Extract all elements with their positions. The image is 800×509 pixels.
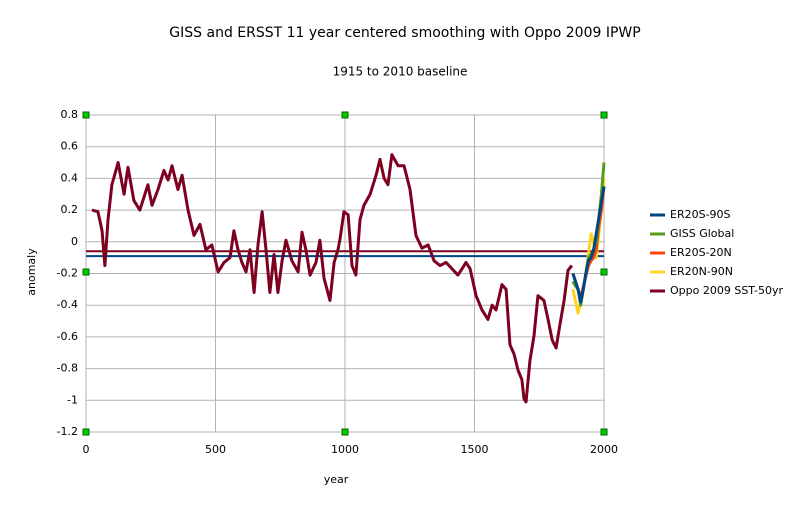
legend-label: ER20N-90N	[670, 265, 733, 278]
x-tick-label: 500	[205, 443, 226, 456]
y-axis-label: anomaly	[25, 248, 38, 296]
x-tick-label: 1000	[331, 443, 359, 456]
selection-handles	[82, 111, 608, 436]
y-tick-label: -0.4	[57, 298, 78, 311]
series-line	[571, 186, 606, 304]
y-tick-label: 0	[71, 235, 78, 248]
y-tick-label: 0.4	[61, 171, 79, 184]
y-tick-label: 0.6	[61, 140, 79, 153]
y-tick-label: 0.2	[61, 203, 79, 216]
x-tick-label: 1500	[461, 443, 489, 456]
legend-label: Oppo 2009 SST-50yr	[670, 284, 783, 297]
y-tick-label: -0.2	[57, 267, 78, 280]
y-tick-label: -1.2	[57, 425, 78, 438]
y-tick-label: -0.8	[57, 362, 78, 375]
chart-title: GISS and ERSST 11 year centered smoothin…	[169, 25, 640, 41]
y-tick-label: -0.6	[57, 330, 78, 343]
legend-label: GISS Global	[670, 227, 734, 240]
y-tick-label: 0.8	[61, 108, 79, 121]
x-tick-label: 0	[83, 443, 90, 456]
series-line	[91, 153, 574, 404]
y-tick-label: -1	[67, 393, 78, 406]
x-tick-label: 2000	[590, 443, 618, 456]
x-axis-label: year	[324, 473, 349, 486]
legend-label: ER20S-20N	[670, 246, 732, 259]
legend-label: ER20S-90S	[670, 208, 731, 221]
chart-subtitle: 1915 to 2010 baseline	[333, 65, 468, 79]
